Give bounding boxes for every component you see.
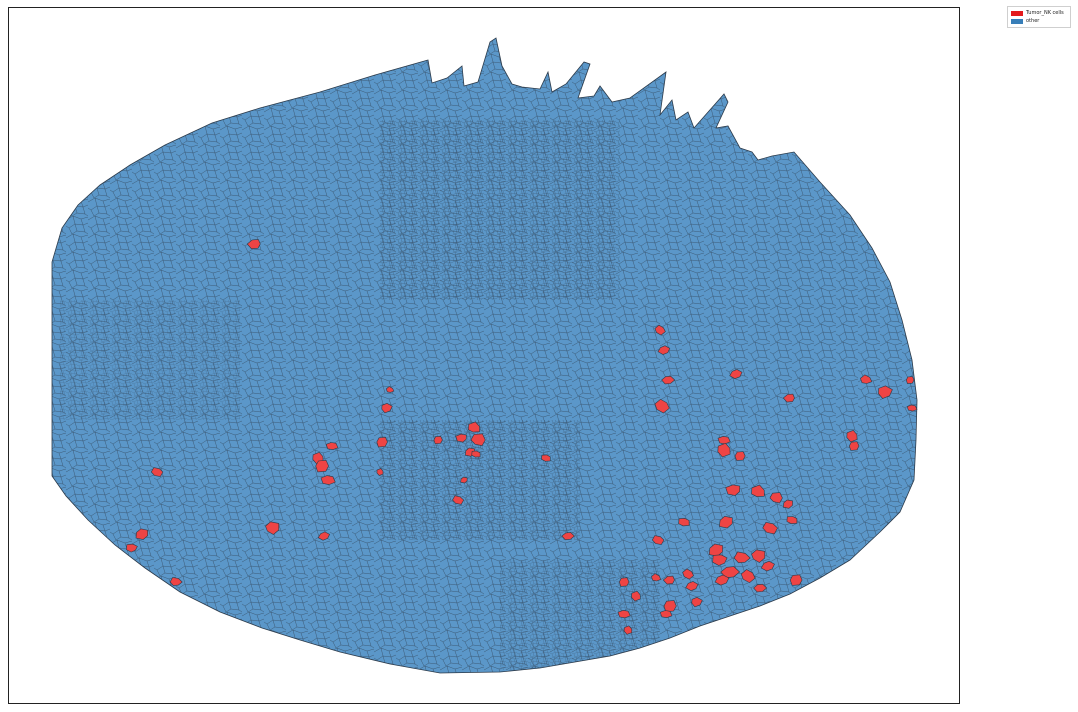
legend-item-tumor-nk-cells: Tumor_NK cells: [1011, 9, 1067, 17]
tumor-nk-cell: [878, 385, 893, 399]
tumor-nk-cell: [846, 429, 858, 443]
tumor-nk-cell: [906, 404, 918, 412]
tumor-nk-cell: [860, 374, 873, 384]
tumor-nk-cell: [385, 386, 395, 393]
tumor-nk-cell: [651, 535, 665, 545]
tumor-nk-cell: [470, 433, 486, 447]
tumor-nk-cell: [751, 549, 766, 563]
tumor-nk-cell: [717, 442, 731, 458]
tumor-nk-cell: [762, 521, 778, 535]
tumor-nk-cell: [455, 433, 467, 443]
tumor-nk-cells-group: [126, 239, 918, 635]
tumor-nk-cell: [662, 575, 675, 585]
tumor-nk-cell: [657, 345, 671, 355]
tumor-nk-cell: [720, 566, 741, 579]
tumor-nk-cell: [782, 499, 793, 509]
tumor-nk-cell: [678, 517, 690, 527]
dense-cell-region: [500, 560, 660, 670]
tumor-nk-cell: [751, 484, 765, 498]
tumor-nk-cell: [740, 569, 756, 584]
tumor-nk-cell: [769, 492, 783, 504]
tumor-nk-cell: [905, 376, 915, 384]
tumor-nk-cell: [315, 459, 329, 473]
tumor-nk-cell: [685, 581, 699, 592]
tumor-nk-cell: [126, 543, 138, 553]
tumor-nk-cell: [789, 574, 803, 586]
tumor-nk-cell: [786, 516, 798, 525]
tumor-nk-cell: [651, 573, 662, 582]
tumor-nk-cell: [433, 435, 443, 445]
tumor-nk-cell: [376, 468, 384, 476]
legend-item-other: other: [1011, 17, 1067, 25]
dense-cell-region: [60, 300, 240, 420]
legend-swatch-tumor-nk-cells: [1011, 10, 1023, 16]
tumor-nk-cell: [325, 442, 339, 451]
tumor-nk-cell: [169, 577, 183, 586]
tumor-nk-cell: [659, 610, 673, 619]
tumor-nk-cell: [317, 531, 330, 541]
tumor-nk-cell: [782, 393, 795, 403]
tumor-nk-cell: [725, 484, 741, 496]
tumor-nk-cell: [381, 402, 393, 414]
tumor-nk-cell: [663, 600, 677, 613]
tumor-nk-cell: [265, 521, 280, 535]
tumor-nk-cell: [712, 554, 728, 566]
tumor-nk-cell: [714, 574, 730, 586]
legend-swatch-other: [1011, 18, 1023, 24]
tumor-nk-cell: [617, 609, 631, 619]
tumor-nk-cell: [682, 568, 694, 580]
tumor-nk-cell: [452, 495, 465, 505]
tumor-nk-cell: [661, 375, 676, 385]
tumor-nk-cell: [135, 528, 148, 540]
tumor-nk-cell: [320, 475, 336, 485]
tumor-nk-cell: [376, 436, 388, 448]
legend: Tumor_NK cells other: [1007, 6, 1071, 28]
tumor-nk-cell: [561, 532, 575, 541]
tumor-nk-cell: [691, 596, 703, 608]
tumor-nk-cell: [631, 590, 641, 602]
tumor-nk-cell: [541, 454, 551, 462]
tumor-nk-cell: [729, 369, 743, 380]
tumor-nk-cell: [623, 625, 633, 635]
tumor-nk-cell: [467, 421, 480, 433]
tumor-nk-cell: [150, 467, 164, 477]
tumor-nk-cell: [618, 577, 630, 587]
tumor-nk-cell: [734, 451, 746, 461]
tumor-nk-cell: [460, 476, 468, 484]
tumor-nk-cell: [246, 239, 261, 250]
tumor-nk-cell: [733, 551, 751, 564]
tumor-nk-cell: [760, 560, 775, 572]
tumor-nk-cell: [848, 441, 860, 451]
legend-label: Tumor_NK cells: [1026, 10, 1064, 16]
tumor-nk-cell: [654, 398, 670, 414]
tumor-nk-cell: [471, 450, 481, 458]
tumor-nk-cell: [717, 435, 731, 445]
dense-cell-region: [380, 120, 620, 300]
legend-label: other: [1026, 18, 1040, 24]
tumor-nk-cell: [719, 515, 733, 529]
tumor-nk-cell: [654, 324, 666, 336]
tumor-nk-cell: [753, 583, 768, 593]
